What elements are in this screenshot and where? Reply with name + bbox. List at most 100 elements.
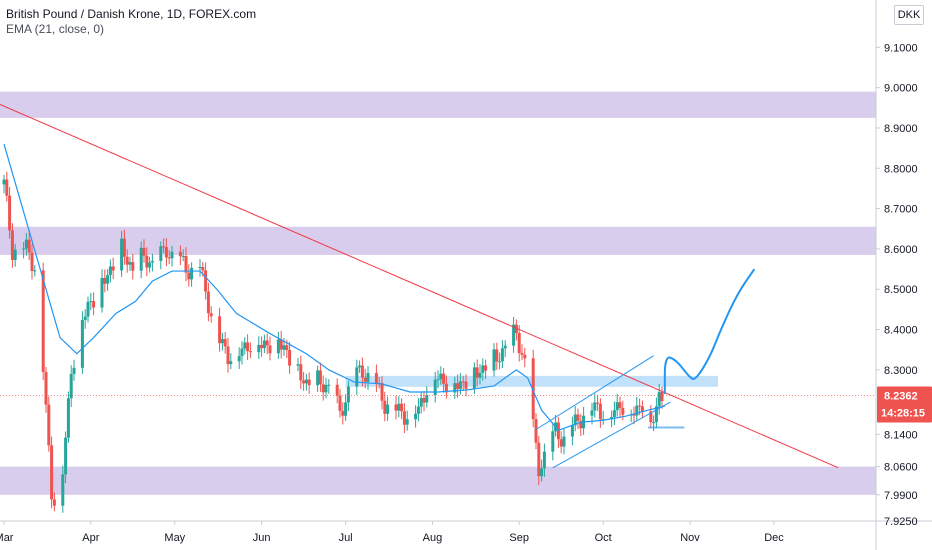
zone-support [0,466,876,495]
projection-path [663,268,756,395]
candle-body [5,179,9,196]
candle-body [72,367,76,375]
candle-body [190,267,194,280]
last-price-value: 8.2362 [884,391,918,403]
candle-body [201,266,205,271]
candle-body [363,377,367,382]
x-tick-label: Mar [0,532,14,544]
candle-body [111,266,115,271]
candle-body [461,381,465,383]
candle-body [30,252,34,272]
candle-body [551,431,555,452]
candle-body [484,365,488,371]
candle-body [442,373,446,384]
candle-body [593,402,597,411]
candle-body [66,398,70,438]
candle-body [304,379,308,384]
candle-body [598,403,602,420]
channel-line [552,401,671,469]
candle-body [346,386,350,403]
candle-body [243,342,247,349]
y-tick-label: 7.9900 [884,490,918,502]
candle-body [2,179,6,185]
candle-body [436,379,440,381]
candle-body [472,367,476,389]
candle-body [612,410,616,418]
candle-body [360,365,364,378]
y-tick-label: 8.4000 [884,325,918,337]
x-tick-label: Jun [253,532,271,544]
candle-body [268,345,272,354]
candle-body [131,262,135,271]
x-tick-label: May [164,532,185,544]
candle-body [122,238,126,257]
candle-body [285,345,289,351]
candle-body [184,255,188,273]
candle-body [512,324,516,346]
candle-body [61,474,65,506]
candle-body [296,364,300,366]
candle-body [181,255,185,257]
candle-body [386,404,390,414]
candle-body [92,301,96,308]
candle-body [50,445,54,500]
candle-body [531,358,535,420]
candle-body [237,356,241,362]
candle-body [47,404,51,446]
candle-body [414,413,418,420]
candle-body [145,255,149,268]
y-tick-label: 8.0600 [884,462,918,474]
candle-body [562,436,566,447]
y-tick-label: 8.3000 [884,365,918,377]
candle-body [240,348,244,357]
candle-body [374,372,378,384]
channel-line [535,355,654,430]
y-tick-label: 8.1400 [884,429,918,441]
candle-body [246,342,250,352]
candle-body [8,195,12,231]
x-tick-label: Jul [339,532,353,544]
candle-body [307,379,311,386]
candle-body [380,383,384,401]
candle-body [103,277,107,284]
candle-body [316,370,320,386]
currency-button[interactable]: DKK [894,5,924,25]
candle-body [10,230,14,260]
candle-body [503,345,507,349]
candle-body [206,291,210,314]
candle-body [621,407,625,415]
candle-body [520,353,524,355]
candle-body [576,414,580,421]
candle-body [187,272,191,280]
candle-body [540,468,544,477]
candle-body [128,262,132,265]
candle-body [198,266,202,268]
candle-body [358,365,362,368]
candle-body [279,339,283,350]
x-tick-label: Apr [82,532,99,544]
candle-body [344,402,348,416]
candle-body [83,316,87,320]
candle-body [321,384,325,393]
candle-body [324,384,328,393]
candle-body [649,411,653,423]
zone-resistance-upper [0,91,876,118]
last-price-tag [877,386,932,423]
candle-body [456,383,460,389]
candle-body [24,239,28,249]
countdown-timer: 14:28:15 [881,408,925,420]
candle-body [632,414,636,416]
candle-body [596,402,600,404]
candle-body [100,277,104,308]
x-tick-label: Oct [595,532,612,544]
candle-body [64,437,68,475]
candle-body [108,266,112,276]
candle-body [618,402,622,408]
candle-body [444,383,448,393]
candle-body [338,395,342,411]
candle-body [534,419,538,443]
candle-body [660,392,664,401]
candle-body [405,419,409,425]
candle-body [86,301,90,317]
